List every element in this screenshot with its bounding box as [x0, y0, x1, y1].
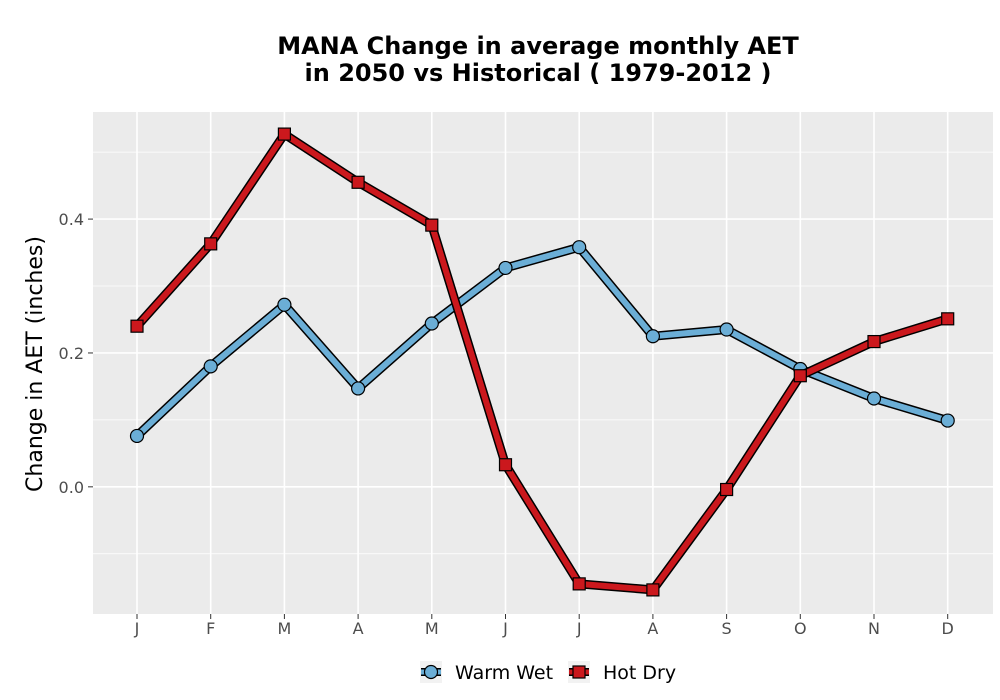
- data-point: [719, 482, 734, 497]
- data-point: [129, 428, 145, 444]
- y-tick-label: 0.4: [59, 210, 84, 229]
- data-point: [498, 260, 513, 276]
- legend: Warm Wet Hot Dry: [420, 661, 676, 684]
- data-point: [425, 218, 439, 232]
- data-point: [351, 175, 365, 189]
- x-tick-label: J: [502, 619, 508, 638]
- y-axis-title: Change in AET (inches): [23, 236, 48, 492]
- series-layer: [129, 127, 955, 597]
- legend-label: Warm Wet: [455, 662, 553, 684]
- data-point: [572, 577, 586, 591]
- legend-label: Hot Dry: [603, 662, 676, 684]
- series-hot-dry: [130, 127, 955, 597]
- plot-panel: [93, 112, 993, 614]
- series-line: [134, 131, 951, 593]
- grid-major: [93, 112, 993, 614]
- chart-title-line-1: MANA Change in average monthly AET: [277, 32, 799, 60]
- data-point: [645, 329, 661, 344]
- data-point: [940, 413, 955, 428]
- data-point: [719, 322, 734, 337]
- data-point: [866, 391, 882, 406]
- x-tick-label: J: [134, 619, 140, 638]
- data-point: [204, 237, 218, 251]
- legend-item-hot-dry: Hot Dry: [568, 661, 676, 684]
- x-tick-label: J: [576, 619, 582, 638]
- data-point: [867, 334, 881, 349]
- x-tick-label: F: [206, 619, 215, 638]
- data-point: [203, 359, 218, 374]
- data-point: [277, 297, 292, 312]
- x-tick-label: M: [425, 619, 439, 638]
- x-tick-label: O: [794, 619, 807, 638]
- y-axis: 0.0 0.2 0.4: [59, 210, 93, 497]
- data-point: [646, 583, 660, 597]
- data-point: [498, 458, 513, 472]
- data-point: [351, 381, 366, 396]
- data-point: [572, 240, 587, 255]
- x-tick-label: A: [647, 619, 658, 638]
- x-tick-label: N: [868, 619, 880, 638]
- grid-minor: [93, 151, 993, 555]
- legend-marker: [572, 665, 586, 679]
- data-point: [130, 319, 144, 333]
- x-tick-label: S: [722, 619, 732, 638]
- legend-item-warm-wet: Warm Wet: [420, 661, 553, 684]
- data-point: [941, 312, 955, 326]
- legend-marker: [423, 664, 439, 680]
- y-tick-label: 0.2: [59, 344, 84, 363]
- data-point: [277, 127, 291, 141]
- x-tick-label: D: [942, 619, 954, 638]
- data-point: [793, 369, 807, 383]
- y-tick-label: 0.0: [59, 478, 84, 497]
- data-point: [424, 316, 439, 331]
- x-tick-label: M: [277, 619, 291, 638]
- x-tick-label: A: [353, 619, 364, 638]
- chart-title-line-2: in 2050 vs Historical ( 1979-2012 ): [305, 59, 772, 87]
